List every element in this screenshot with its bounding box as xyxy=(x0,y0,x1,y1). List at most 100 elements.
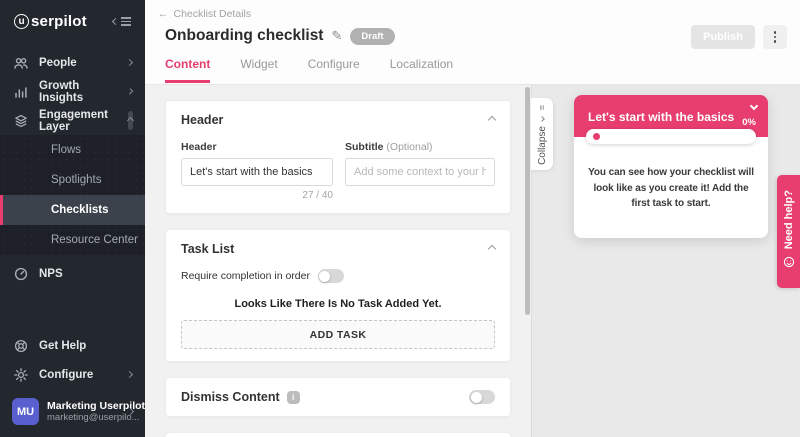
status-badge: Draft xyxy=(350,27,395,45)
header-section-card: Header Header Subtitle (Optional) xyxy=(165,100,511,214)
userpilot-logo: u serpilot xyxy=(14,13,87,30)
add-task-button[interactable]: ADD TASK xyxy=(181,320,495,349)
checklist-preview-header: Let's start with the basics 0% xyxy=(574,95,768,144)
need-help-tab[interactable]: Need help? xyxy=(777,175,800,288)
sidebar-item-nps[interactable]: NPS xyxy=(0,259,145,288)
preview-panel: ≡ Collapse Let's start with the basics 0… xyxy=(531,85,800,437)
chevron-up-icon xyxy=(487,244,497,254)
menu-icon xyxy=(121,15,131,28)
sidebar-item-get-help[interactable]: Get Help xyxy=(0,331,145,360)
editor-panel: Header Header Subtitle (Optional) xyxy=(145,85,531,437)
chevron-left-icon xyxy=(111,17,120,26)
dismiss-content-toggle[interactable] xyxy=(469,390,495,404)
handle-lines-icon: ≡ xyxy=(537,104,548,111)
edit-title-icon[interactable]: ✎ xyxy=(331,28,343,43)
sidebar: u serpilot People xyxy=(0,0,145,437)
sidebar-item-engagement-layer[interactable]: Engagement Layer xyxy=(0,106,145,135)
sidebar-item-people[interactable]: People xyxy=(0,48,145,77)
empty-task-message: Looks Like There Is No Task Added Yet. xyxy=(234,298,442,310)
collapse-preview-tab[interactable]: ≡ Collapse xyxy=(531,98,553,170)
task-list-head[interactable]: Task List xyxy=(181,242,497,256)
char-counter: 27 / 40 xyxy=(302,190,333,201)
header-section-head[interactable]: Header xyxy=(181,113,497,127)
avatar: MU xyxy=(12,398,39,425)
publish-button[interactable]: Publish xyxy=(691,25,755,49)
logo-u-icon: u xyxy=(14,14,29,29)
section-title: Dismiss Content i xyxy=(181,390,300,404)
header-input[interactable] xyxy=(181,158,333,186)
sidebar-item-label: People xyxy=(39,56,77,69)
chevron-down-icon[interactable] xyxy=(749,101,759,111)
checklist-title: Let's start with the basics xyxy=(588,110,735,124)
sidebar-item-label: NPS xyxy=(39,267,63,280)
page-header: ← Checklist Details Onboarding checklist… xyxy=(145,0,800,85)
logo-text: serpilot xyxy=(31,13,87,30)
lifebuoy-icon xyxy=(13,338,29,354)
user-email: marketing@userpilo... xyxy=(47,412,140,423)
need-help-label: Need help? xyxy=(782,189,795,250)
sidebar-nav: People Growth Insights Engagemen xyxy=(0,48,145,135)
submenu-label: Resource Center xyxy=(51,234,138,246)
people-icon xyxy=(13,55,29,71)
engagement-layer-submenu: Flows Spotlights Checklists Resource Cen… xyxy=(0,135,145,255)
sidebar-item-growth-insights[interactable]: Growth Insights xyxy=(0,77,145,106)
tab-widget[interactable]: Widget xyxy=(240,57,278,71)
sidebar-item-resource-center[interactable]: Resource Center xyxy=(0,225,145,255)
tab-configure[interactable]: Configure xyxy=(307,57,360,71)
submenu-label: Flows xyxy=(51,144,82,156)
back-arrow-icon: ← xyxy=(158,8,169,20)
sidebar-item-spotlights[interactable]: Spotlights xyxy=(0,165,145,195)
user-name: Marketing Userpilot xyxy=(47,400,146,412)
more-options-button[interactable] xyxy=(763,25,787,49)
chevron-right-icon xyxy=(539,116,545,122)
smiley-icon xyxy=(783,255,795,273)
chevron-right-icon xyxy=(125,370,134,379)
sidebar-item-label: Configure xyxy=(39,368,94,381)
sidebar-item-label: Growth Insights xyxy=(39,79,84,104)
chevron-up-icon xyxy=(126,116,135,125)
collapse-submenu-button[interactable] xyxy=(126,111,135,130)
require-order-label: Require completion in order xyxy=(181,270,310,282)
collapse-label: Collapse xyxy=(536,126,548,165)
submenu-label: Checklists xyxy=(51,204,109,216)
layers-icon xyxy=(13,113,29,129)
gauge-icon xyxy=(13,266,29,282)
preview-hint-text: You can see how your checklist will look… xyxy=(588,167,754,209)
page-title: Onboarding checklist xyxy=(165,27,324,44)
progress-dot xyxy=(593,133,600,140)
tab-localization[interactable]: Localization xyxy=(389,57,454,71)
completion-content-card: Completion Content xyxy=(165,432,511,437)
sidebar-item-checklists[interactable]: Checklists xyxy=(0,195,145,225)
main-area: ← Checklist Details Onboarding checklist… xyxy=(145,0,800,437)
sidebar-collapse-button[interactable] xyxy=(111,15,131,28)
bar-chart-icon xyxy=(13,84,29,100)
sidebar-item-flows[interactable]: Flows xyxy=(0,135,145,165)
progress-percent: 0% xyxy=(742,117,756,128)
sidebar-item-label: Get Help xyxy=(39,339,87,352)
gear-icon xyxy=(13,367,29,383)
tab-content[interactable]: Content xyxy=(165,57,211,83)
checklist-preview-body: You can see how your checklist will look… xyxy=(574,137,768,238)
sidebar-item-label: Engagement Layer xyxy=(39,108,109,133)
editor-scrollbar[interactable] xyxy=(525,87,530,315)
sidebar-bottom: Get Help Configure MU Marketing Userpilo… xyxy=(0,331,145,437)
submenu-label: Spotlights xyxy=(51,174,102,186)
dismiss-content-card: Dismiss Content i xyxy=(165,377,511,417)
info-icon[interactable]: i xyxy=(286,390,300,404)
subtitle-input[interactable] xyxy=(345,158,495,186)
chevron-up-icon xyxy=(487,115,497,125)
sidebar-item-configure[interactable]: Configure xyxy=(0,360,145,389)
checklist-preview-card: Let's start with the basics 0% You can s… xyxy=(574,95,768,238)
tab-bar: Content Widget Configure Localization xyxy=(165,57,800,83)
require-order-toggle[interactable] xyxy=(317,269,344,283)
breadcrumb[interactable]: ← Checklist Details xyxy=(158,8,800,20)
subtitle-field-label: Subtitle (Optional) xyxy=(345,141,433,153)
content-row: Header Header Subtitle (Optional) xyxy=(145,85,800,437)
progress-bar xyxy=(586,129,756,144)
task-list-card: Task List Require completion in order Lo… xyxy=(165,229,511,362)
header-field-label: Header xyxy=(181,141,217,153)
section-title: Task List xyxy=(181,242,235,256)
account-menu[interactable]: MU Marketing Userpilot marketing@userpil… xyxy=(0,389,145,437)
chevron-right-icon xyxy=(126,88,134,95)
